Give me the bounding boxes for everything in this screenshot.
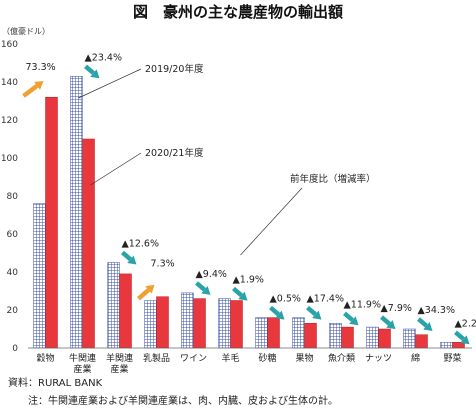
change-label: 73.3% xyxy=(26,62,56,73)
x-tick-label: 乳製品 xyxy=(143,352,170,364)
bar-2020-21 xyxy=(341,326,354,349)
change-arrow xyxy=(137,284,155,301)
y-tick-label: 0 xyxy=(12,344,18,354)
legend-change: 前年度比（増減率） xyxy=(290,173,376,185)
x-tick-label: 綿 xyxy=(411,352,420,364)
x-tick-label: 砂糖 xyxy=(258,352,276,364)
y-tick-label: 100 xyxy=(1,154,18,164)
change-arrow xyxy=(343,311,359,326)
source-note: 資料：RURAL BANK xyxy=(8,376,103,389)
change-arrow xyxy=(232,286,248,301)
bar-2020-21 xyxy=(156,296,169,349)
bar-2019-20 xyxy=(440,342,453,349)
x-tick-label: 牛関連 xyxy=(69,352,96,364)
bar-2019-20 xyxy=(292,317,305,349)
change-labels: 73.3% ▲23.4% ▲12.6% 7.3% ▲9.4% ▲1.9% ▲0.5% ▲17.… xyxy=(26,52,476,329)
chart-title: 図 豪州の主な農産物の輸出額 xyxy=(133,3,343,21)
legend-leader xyxy=(90,152,142,186)
change-arrows xyxy=(22,64,470,345)
change-label: ▲34.3% xyxy=(418,305,456,316)
bar-2020-21 xyxy=(82,138,95,349)
y-tick-label: 20 xyxy=(7,306,19,316)
change-label: ▲7.9% xyxy=(381,303,412,314)
bar-2020-21 xyxy=(304,323,317,349)
change-label: ▲1.9% xyxy=(233,275,264,286)
legend-leader xyxy=(240,187,303,256)
legend-2020-21: 2020/21年度 xyxy=(145,147,204,159)
change-label: 7.3% xyxy=(151,259,175,270)
bar-2019-20 xyxy=(181,292,194,349)
y-tick-label: 40 xyxy=(7,268,19,278)
bar-2020-21 xyxy=(193,298,206,349)
y-tick-label: 60 xyxy=(7,230,19,240)
x-tick-label: 羊毛 xyxy=(221,352,239,364)
bar-2020-21 xyxy=(230,300,243,349)
bar-2019-20 xyxy=(255,317,268,349)
change-label: ▲9.4% xyxy=(196,269,227,280)
change-arrow xyxy=(417,317,433,331)
bar-2019-20 xyxy=(329,323,342,349)
change-arrow xyxy=(454,330,470,345)
bar-2019-20 xyxy=(70,76,83,349)
bar-2019-20 xyxy=(144,300,157,349)
x-tick-label: 産業 xyxy=(110,363,128,375)
change-label: ▲2.2% xyxy=(455,318,476,329)
footnote: 注：牛関連産業および羊関連産業は、肉、内臓、皮および生体の計。 xyxy=(28,394,338,407)
change-label: ▲0.5% xyxy=(270,294,301,305)
bar-2020-21 xyxy=(45,96,58,349)
x-tick-label: 穀物 xyxy=(36,352,54,364)
legend-leader xyxy=(78,68,142,99)
x-tick-label: ナッツ xyxy=(365,353,392,364)
y-tick-label: 120 xyxy=(1,116,18,126)
y-tick-label: 80 xyxy=(7,192,19,202)
change-arrow xyxy=(380,315,396,330)
x-tick-label: ワイン xyxy=(180,354,207,364)
x-tick-label: 野菜 xyxy=(443,352,461,364)
bar-2019-20 xyxy=(403,328,416,349)
x-axis-categories: 穀物 牛関連産業羊関連産業乳製品 ワイン 羊毛 砂糖 果物 魚介類 ナッツ綿野菜 xyxy=(36,352,461,375)
bar-2019-20 xyxy=(33,203,46,349)
y-axis-ticks: 0 20 40 60 80 100 120 140 160 xyxy=(1,40,18,354)
change-arrow xyxy=(121,250,137,265)
x-tick-label: 産業 xyxy=(73,363,91,375)
change-arrow xyxy=(269,305,285,320)
change-label: ▲17.4% xyxy=(307,294,345,305)
change-arrow xyxy=(306,305,322,320)
y-axis-unit: （億豪ドル） xyxy=(2,26,50,36)
bar-2020-21 xyxy=(267,317,280,349)
x-tick-label: 羊関連 xyxy=(106,352,133,364)
x-tick-label: 魚介類 xyxy=(328,352,355,364)
legend-2019-20: 2019/20年度 xyxy=(145,63,204,75)
bars xyxy=(33,76,465,349)
bar-2020-21 xyxy=(378,328,391,349)
bar-2019-20 xyxy=(366,326,379,349)
change-label: ▲11.9% xyxy=(344,299,382,310)
y-tick-label: 160 xyxy=(1,40,18,50)
change-label: ▲23.4% xyxy=(85,52,123,63)
bar-2020-21 xyxy=(119,273,132,349)
bar-2019-20 xyxy=(107,262,120,349)
bar-2019-20 xyxy=(218,298,231,349)
change-arrow xyxy=(22,81,44,98)
change-label: ▲12.6% xyxy=(122,239,160,250)
change-arrow xyxy=(84,64,100,79)
bar-2020-21 xyxy=(415,334,428,349)
y-tick-label: 140 xyxy=(1,78,18,88)
change-arrow xyxy=(195,281,211,295)
x-tick-label: 果物 xyxy=(295,352,313,364)
